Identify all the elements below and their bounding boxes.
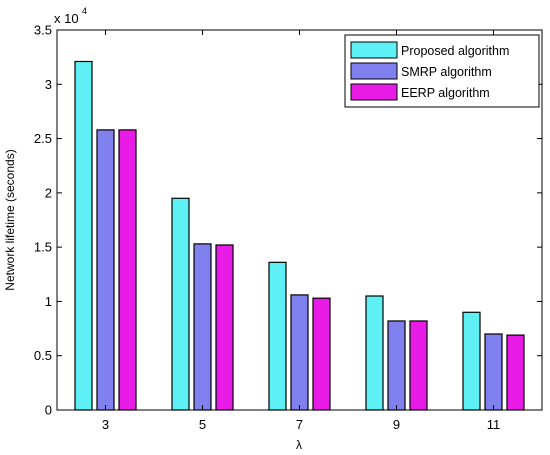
y-tick-label: 0: [45, 403, 52, 418]
x-tick-label: 3: [102, 417, 109, 432]
y-tick-label: 0.5: [34, 348, 52, 363]
x-tick-label: 9: [393, 417, 400, 432]
y-axis: 0 0.5 1 1.5 2 2.5 3 3.5: [34, 23, 542, 418]
bar-proposed-algorithm-5: [171, 197, 190, 411]
y-tick-label: 1: [45, 294, 52, 309]
legend-swatch-eerp-algorithm: [350, 83, 398, 101]
legend-swatch-proposed-algorithm: [350, 41, 398, 59]
bar-proposed-algorithm-7: [268, 261, 287, 411]
x-axis: 3 5 7 9 11: [102, 30, 500, 432]
bar-smrp-algorithm-9: [387, 320, 406, 411]
x-tick-label: 11: [487, 417, 501, 432]
legend-label-proposed-algorithm: Proposed algorithm: [401, 44, 509, 58]
y-tick-label: 2.5: [34, 131, 52, 146]
y-tick-label: 2: [45, 185, 52, 200]
x-axis-title: λ: [296, 438, 302, 452]
bars-group: [74, 60, 525, 411]
legend-label-smrp-algorithm: SMRP algorithm: [401, 65, 492, 79]
bar-smrp-algorithm-11: [484, 333, 503, 411]
y-tick-label: 3: [45, 77, 52, 92]
bar-eerp-algorithm-5: [215, 244, 234, 411]
y-multiplier-exponent: 4: [82, 6, 87, 16]
x-tick-label: 7: [296, 417, 303, 432]
legend: Proposed algorithm SMRP algorithm EERP alg…: [344, 34, 540, 108]
bar-eerp-algorithm-3: [118, 129, 137, 411]
y-tick-label: 1.5: [34, 240, 52, 255]
y-multiplier-base: x 10: [54, 11, 79, 26]
bar-eerp-algorithm-11: [506, 334, 525, 411]
x-tick-label: 5: [199, 417, 206, 432]
y-tick-label: 3.5: [34, 23, 52, 38]
bar-proposed-algorithm-9: [365, 295, 384, 411]
bar-eerp-algorithm-9: [409, 320, 428, 411]
bar-proposed-algorithm-3: [74, 60, 93, 411]
bar-smrp-algorithm-7: [290, 294, 309, 411]
legend-swatch-smrp-algorithm: [350, 62, 398, 80]
bar-smrp-algorithm-5: [193, 243, 212, 411]
y-axis-title: Network lifetime (seconds): [3, 149, 17, 290]
bar-eerp-algorithm-7: [312, 297, 331, 411]
bar-proposed-algorithm-11: [462, 311, 481, 411]
legend-label-eerp-algorithm: EERP algorithm: [401, 86, 490, 100]
bar-smrp-algorithm-3: [96, 129, 115, 411]
